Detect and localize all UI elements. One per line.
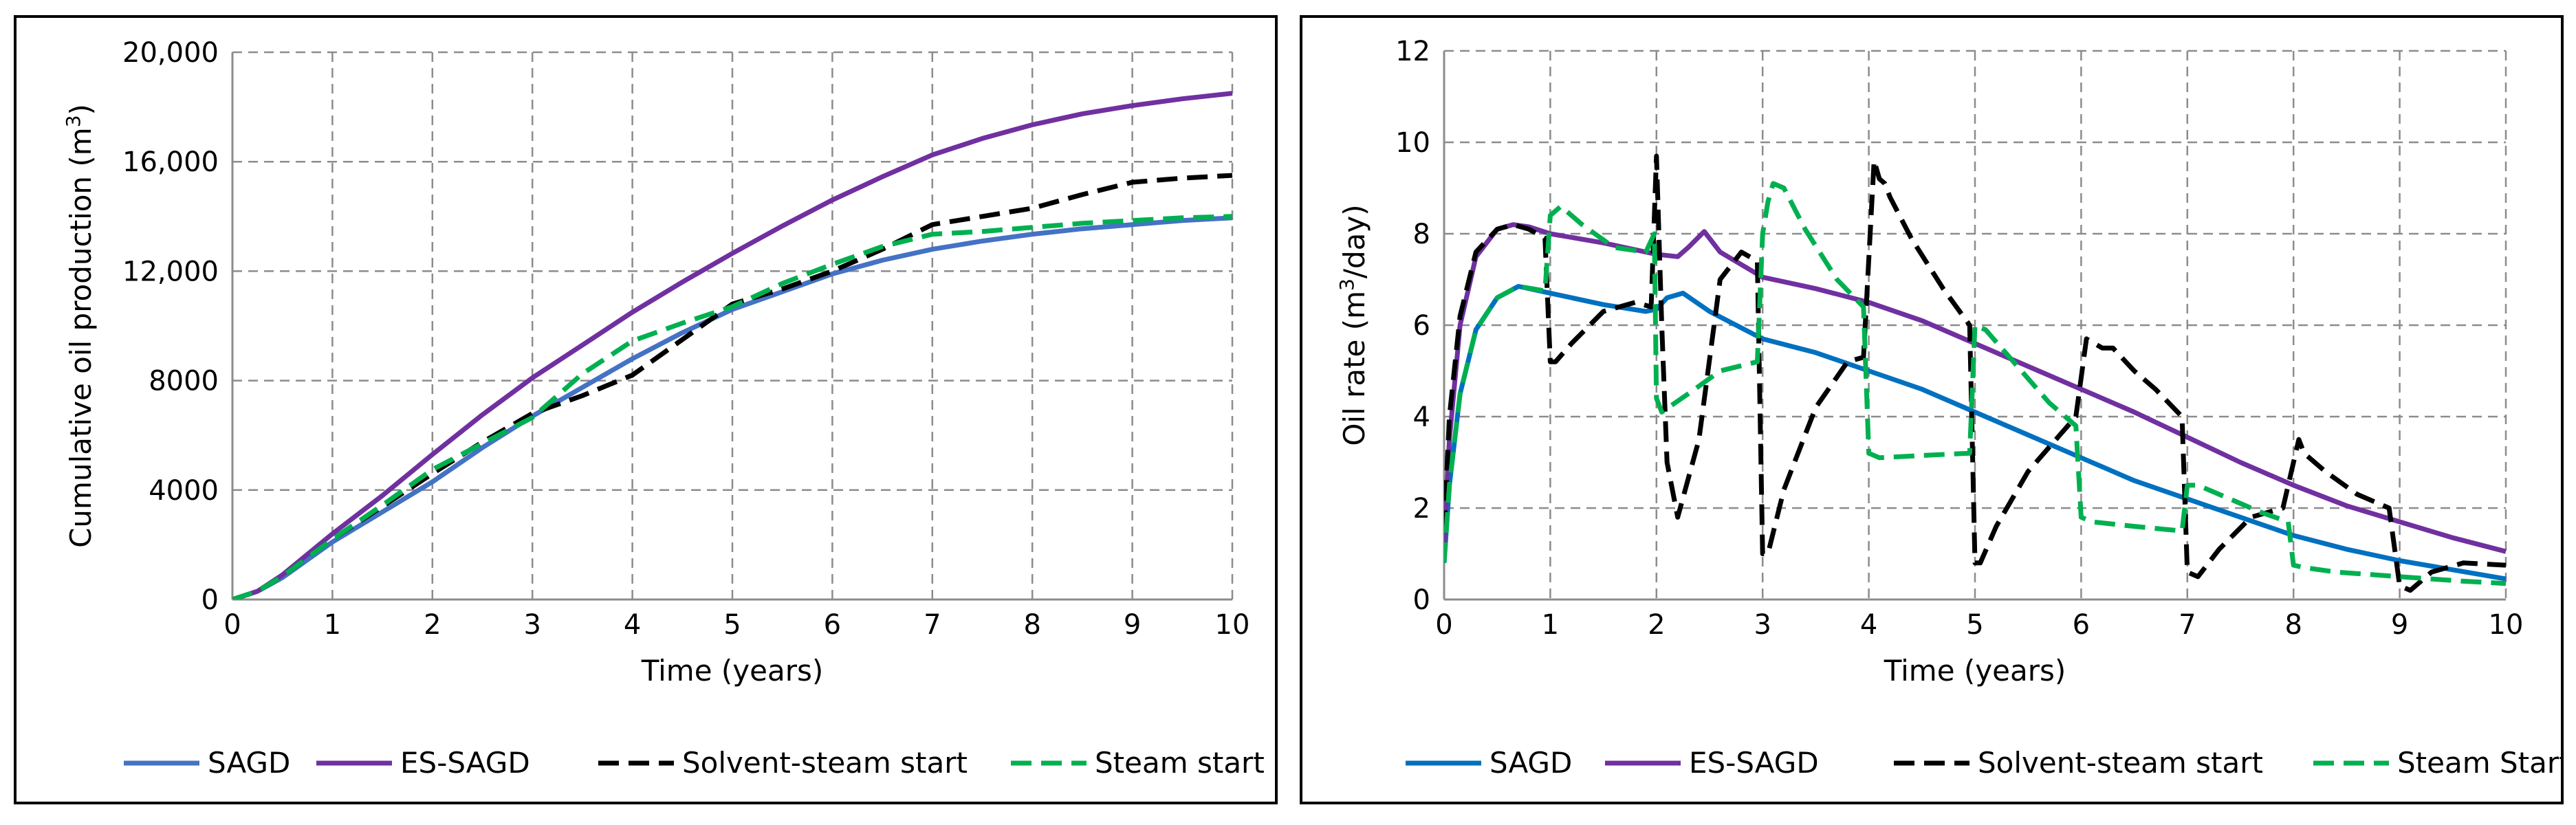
x-tick-label: 2 bbox=[424, 609, 441, 641]
x-tick-label: 8 bbox=[2284, 609, 2302, 641]
y-tick-label: 4000 bbox=[149, 475, 219, 507]
x-tick-label: 10 bbox=[1215, 609, 1250, 641]
y-axis-title-superscript: 3 bbox=[1335, 278, 1358, 291]
chart-panel-cumulative: 0 1 2 3 4 5 6 7 8 9 10 0 4000 8000 12,000 16,000 20,000 T… bbox=[14, 15, 1278, 804]
legend-label: ES-SAGD bbox=[400, 746, 530, 780]
x-tick-label: 6 bbox=[2073, 609, 2090, 641]
legend-label: Solvent-steam start bbox=[682, 746, 968, 780]
y-tick-label: 12 bbox=[1395, 36, 1430, 67]
y-tick-label: 20,000 bbox=[122, 37, 219, 69]
x-tick-label: 3 bbox=[523, 609, 541, 641]
x-tick-label: 0 bbox=[1435, 609, 1452, 641]
y-axis-title-main: Cumulative oil production (m bbox=[64, 127, 98, 548]
y-tick-label: 0 bbox=[201, 584, 219, 616]
x-tick-label: 4 bbox=[624, 609, 641, 641]
x-axis-title: Time (years) bbox=[641, 654, 824, 688]
y-tick-label: 10 bbox=[1395, 127, 1430, 159]
y-axis-title: Oil rate (m3/day) bbox=[1335, 204, 1371, 446]
y-tick-label: 6 bbox=[1413, 310, 1430, 342]
x-tick-label: 2 bbox=[1648, 609, 1665, 641]
y-axis-title-tail: /day) bbox=[1338, 204, 1371, 278]
y-tick-label: 4 bbox=[1413, 402, 1430, 433]
y-tick-label: 12,000 bbox=[122, 256, 219, 287]
y-axis-title: Cumulative oil production (m3) bbox=[62, 104, 98, 548]
x-tick-label: 9 bbox=[2391, 609, 2408, 641]
x-tick-label: 10 bbox=[2489, 609, 2524, 641]
x-tick-label: 5 bbox=[1966, 609, 1983, 641]
x-tick-label: 1 bbox=[324, 609, 341, 641]
y-tick-label: 0 bbox=[1413, 584, 1430, 616]
legend: SAGD ES-SAGD Solvent-steam start Steam Star… bbox=[1406, 746, 2561, 780]
x-tick-label: 4 bbox=[1860, 609, 1877, 641]
y-tick-label: 16,000 bbox=[122, 146, 219, 178]
series-line-es-sagd bbox=[232, 91, 1233, 600]
y-axis-title-tail: ) bbox=[64, 104, 98, 115]
legend-label: ES-SAGD bbox=[1689, 746, 1819, 780]
legend-label: Steam start bbox=[1095, 746, 1265, 780]
x-tick-label: 3 bbox=[1754, 609, 1771, 641]
legend-label: SAGD bbox=[1489, 746, 1572, 780]
series-line-solvent-steam-start bbox=[1444, 153, 2507, 593]
legend-label: SAGD bbox=[208, 746, 290, 780]
x-tick-label: 5 bbox=[723, 609, 741, 641]
x-tick-label: 6 bbox=[824, 609, 841, 641]
series-line-steam-start bbox=[232, 214, 1233, 600]
x-tick-label: 7 bbox=[924, 609, 941, 641]
x-tick-label: 9 bbox=[1124, 609, 1141, 641]
x-tick-label: 7 bbox=[2179, 609, 2196, 641]
legend-label: Steam Start bbox=[2397, 746, 2561, 780]
x-tick-label: 1 bbox=[1542, 609, 1559, 641]
x-tick-label: 0 bbox=[223, 609, 241, 641]
chart-panel-oil-rate: 0 1 2 3 4 5 6 7 8 9 10 0 2 4 6 8 10 12 Time (years) Oil rat… bbox=[1300, 15, 2564, 804]
x-tick-label: 8 bbox=[1023, 609, 1040, 641]
x-axis-title: Time (years) bbox=[1884, 654, 2066, 688]
y-axis-title-main: Oil rate (m bbox=[1338, 291, 1371, 446]
series-line-solvent-steam-start bbox=[232, 173, 1233, 600]
y-tick-label: 8000 bbox=[149, 366, 219, 397]
legend: SAGD ES-SAGD Solvent-steam start Steam star… bbox=[124, 746, 1265, 780]
legend-label: Solvent-steam start bbox=[1978, 746, 2263, 780]
y-tick-label: 2 bbox=[1413, 493, 1430, 525]
y-axis-title-superscript: 3 bbox=[62, 115, 85, 127]
series-line-steam-start bbox=[1444, 181, 2507, 586]
cumulative-production-chart: 0 1 2 3 4 5 6 7 8 9 10 0 4000 8000 12,000 16,000 20,000 T… bbox=[62, 37, 1265, 780]
y-tick-label: 8 bbox=[1413, 219, 1430, 250]
